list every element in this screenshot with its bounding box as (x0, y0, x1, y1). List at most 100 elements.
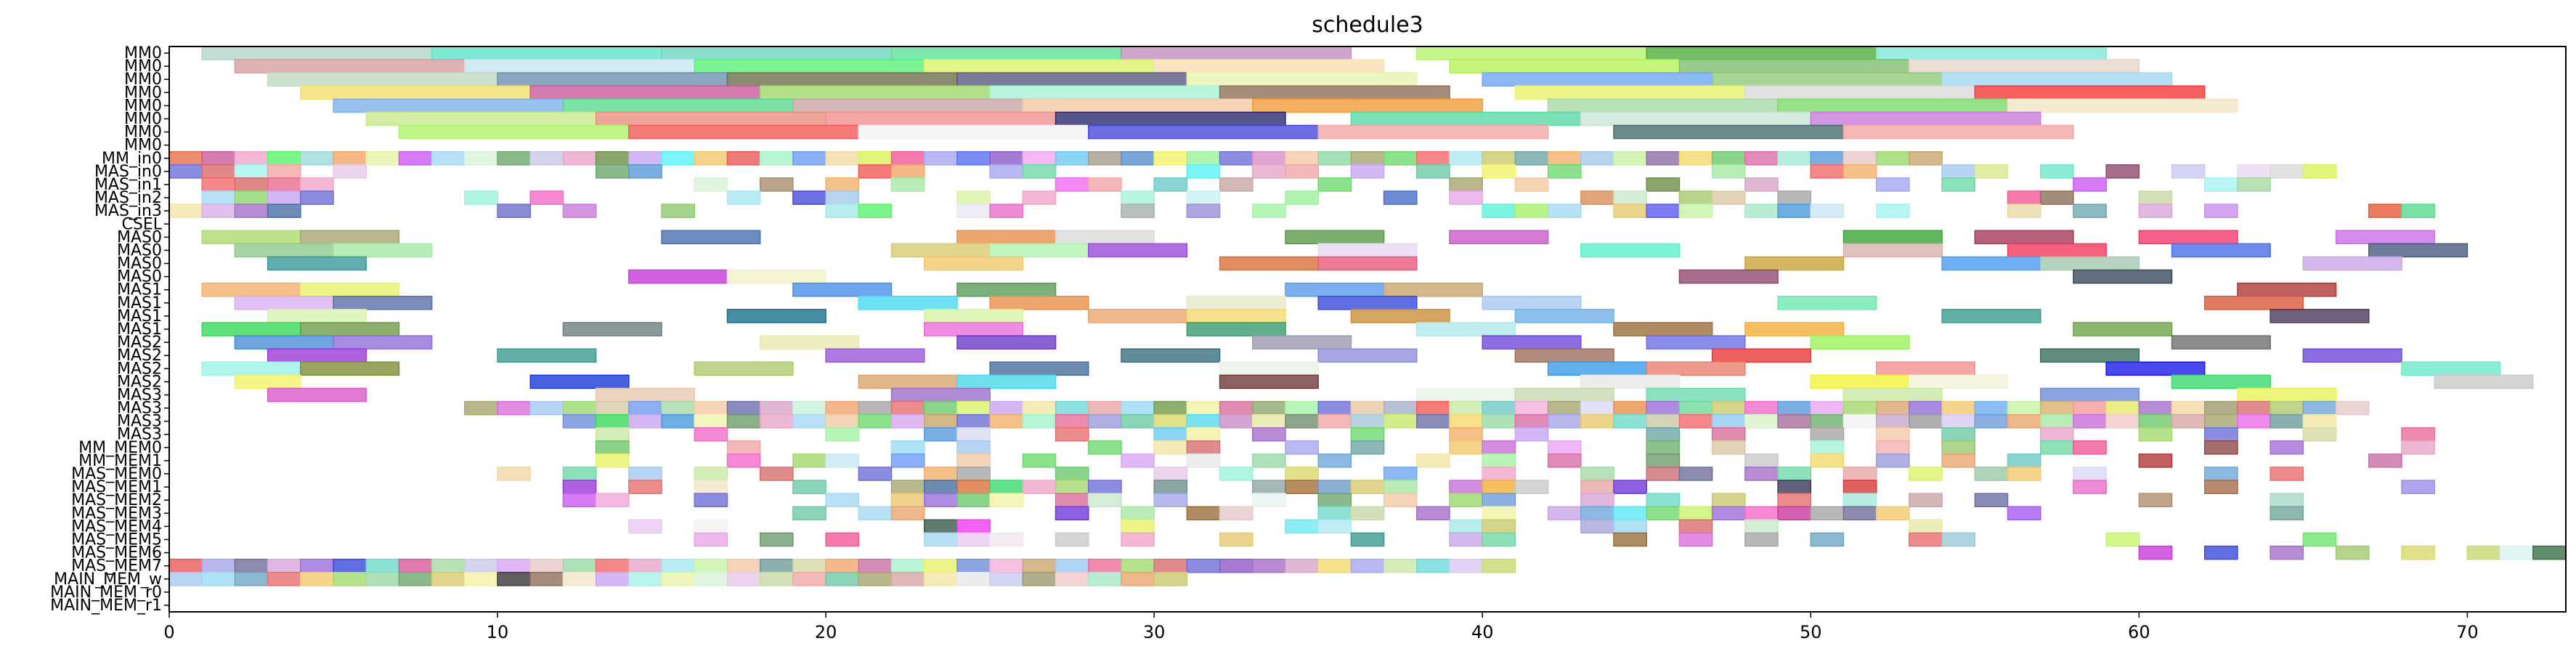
gantt-bar (792, 282, 893, 297)
x-axis: 0 10 20 30 40 50 60 70 (163, 612, 2479, 642)
gantt-bar (1153, 558, 1188, 573)
gantt-bar (1613, 190, 1647, 205)
gantt-bar (1350, 558, 1385, 573)
gantt-bar (858, 400, 893, 416)
y-tick-label: MAS_MEM0 (71, 465, 162, 483)
gantt-bar (661, 46, 893, 60)
y-tick-label: MAS_in2 (94, 189, 162, 207)
x-tick-label: 10 (487, 622, 509, 642)
gantt-bar (1416, 150, 1450, 166)
gantt-bar (1055, 427, 1089, 442)
gantt-bar (234, 190, 269, 205)
gantt-bar (234, 203, 269, 218)
gantt-bar (1547, 400, 1582, 416)
gantt-bar (1022, 571, 1057, 586)
gantt-bar (956, 440, 991, 455)
y-tick-label: MM0 (124, 97, 162, 115)
gantt-bar (1514, 387, 1614, 403)
gantt-bar (1744, 177, 1779, 192)
gantt-bar (726, 72, 958, 87)
gantt-bar (1810, 532, 1845, 547)
gantt-bar (923, 480, 958, 494)
gantt-bar (1547, 98, 1779, 113)
gantt-bar (497, 72, 728, 87)
gantt-bar (464, 150, 498, 166)
gantt-bar (2039, 413, 2074, 429)
gantt-bar (825, 571, 860, 586)
y-tick-label: MAS1 (117, 307, 162, 326)
gantt-bar (1219, 467, 1254, 481)
gantt-bar (2138, 413, 2173, 429)
gantt-bar (168, 571, 203, 586)
gantt-bar (2039, 256, 2140, 271)
gantt-bar (1514, 427, 1549, 442)
gantt-bar (2073, 203, 2107, 218)
gantt-bar (1941, 453, 1976, 468)
gantt-bar (2368, 243, 2469, 258)
gantt-bar (1252, 400, 1286, 416)
gantt-bar (989, 296, 1089, 310)
gantt-bar (759, 571, 794, 586)
gantt-bar (956, 493, 991, 508)
gantt-bar (1777, 296, 1877, 310)
gantt-bar (1744, 467, 1779, 481)
gantt-bar (300, 230, 400, 245)
gantt-bar (1153, 400, 1188, 416)
gantt-bar (858, 203, 893, 218)
gantt-bar (595, 493, 630, 508)
gantt-bar (1547, 453, 1582, 468)
gantt-bar (497, 558, 532, 573)
gantt-bar (595, 164, 630, 179)
gantt-bar (923, 150, 958, 166)
gantt-bar (365, 571, 400, 586)
gantt-bar (890, 387, 991, 403)
gantt-bar (464, 558, 498, 573)
gantt-bar (1285, 282, 1385, 297)
gantt-bar (1711, 493, 1746, 508)
gantt-bar (1744, 203, 1779, 218)
gantt-bar (989, 203, 1024, 218)
gantt-bar (792, 98, 1024, 113)
gantt-bar (2401, 203, 2435, 218)
gantt-bar (1121, 190, 1155, 205)
gantt-bar (923, 467, 958, 481)
gantt-bar (2007, 98, 2238, 113)
gantt-bar (234, 177, 269, 192)
gantt-bar (1055, 506, 1089, 521)
gantt-bar (726, 269, 826, 284)
gantt-bar (956, 532, 991, 547)
gantt-bar (562, 98, 794, 113)
gantt-bar (2138, 453, 2173, 468)
gantt-bar (1678, 532, 1713, 547)
y-tick-label: MAS_MEM7 (71, 557, 162, 576)
gantt-bar (333, 98, 564, 113)
gantt-bar (1482, 413, 1516, 429)
gantt-bar (1646, 427, 1681, 442)
gantt-bar (1416, 164, 1450, 179)
gantt-bar (694, 150, 728, 166)
x-tick-label: 60 (2128, 622, 2150, 642)
gantt-bar (1416, 453, 1450, 468)
gantt-bar (595, 413, 630, 429)
gantt-bar (2073, 413, 2107, 429)
gantt-bar (2073, 467, 2107, 481)
gantt-bar (2335, 230, 2435, 245)
gantt-bar (1941, 427, 1976, 442)
gantt-bar (2368, 453, 2402, 468)
gantt-bar (890, 506, 925, 521)
gantt-bar (628, 269, 728, 284)
gantt-bar (1514, 348, 1614, 363)
gantt-bar (2302, 256, 2402, 271)
gantt-bar (2039, 440, 2074, 455)
gantt-bar (2073, 400, 2107, 416)
gantt-bar (1088, 571, 1122, 586)
gantt-bar (1974, 413, 2009, 429)
gantt-bar (2302, 348, 2402, 363)
gantt-bar (267, 164, 301, 179)
y-tick-label: MM_in0 (102, 150, 162, 168)
gantt-bar (956, 190, 991, 205)
gantt-bar (2270, 400, 2304, 416)
gantt-bar (923, 571, 958, 586)
gantt-bar (2203, 203, 2238, 218)
gantt-bar (1449, 532, 1483, 547)
